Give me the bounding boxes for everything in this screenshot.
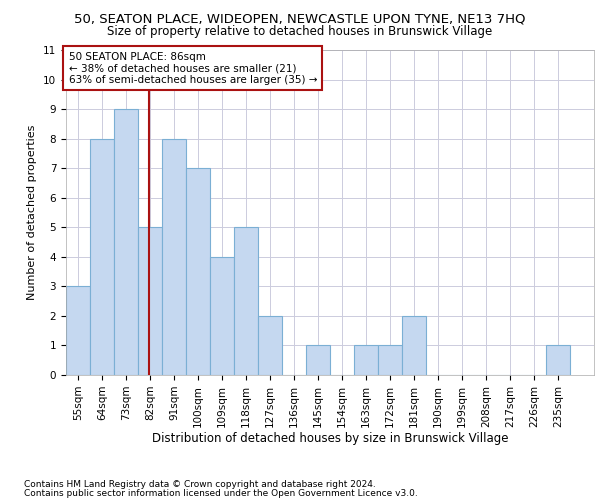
Bar bbox=[211, 257, 233, 375]
Bar bbox=[355, 346, 377, 375]
Bar bbox=[67, 286, 89, 375]
Bar bbox=[259, 316, 281, 375]
Bar bbox=[163, 138, 185, 375]
Bar bbox=[547, 346, 569, 375]
Bar bbox=[235, 228, 257, 375]
Bar bbox=[187, 168, 209, 375]
X-axis label: Distribution of detached houses by size in Brunswick Village: Distribution of detached houses by size … bbox=[152, 432, 508, 446]
Text: 50, SEATON PLACE, WIDEOPEN, NEWCASTLE UPON TYNE, NE13 7HQ: 50, SEATON PLACE, WIDEOPEN, NEWCASTLE UP… bbox=[74, 12, 526, 26]
Text: Contains HM Land Registry data © Crown copyright and database right 2024.: Contains HM Land Registry data © Crown c… bbox=[24, 480, 376, 489]
Bar bbox=[115, 109, 137, 375]
Text: 50 SEATON PLACE: 86sqm
← 38% of detached houses are smaller (21)
63% of semi-det: 50 SEATON PLACE: 86sqm ← 38% of detached… bbox=[68, 52, 317, 85]
Bar bbox=[91, 138, 113, 375]
Bar bbox=[403, 316, 425, 375]
Bar bbox=[307, 346, 329, 375]
Bar bbox=[139, 228, 161, 375]
Bar bbox=[379, 346, 401, 375]
Text: Contains public sector information licensed under the Open Government Licence v3: Contains public sector information licen… bbox=[24, 489, 418, 498]
Y-axis label: Number of detached properties: Number of detached properties bbox=[28, 125, 37, 300]
Text: Size of property relative to detached houses in Brunswick Village: Size of property relative to detached ho… bbox=[107, 25, 493, 38]
